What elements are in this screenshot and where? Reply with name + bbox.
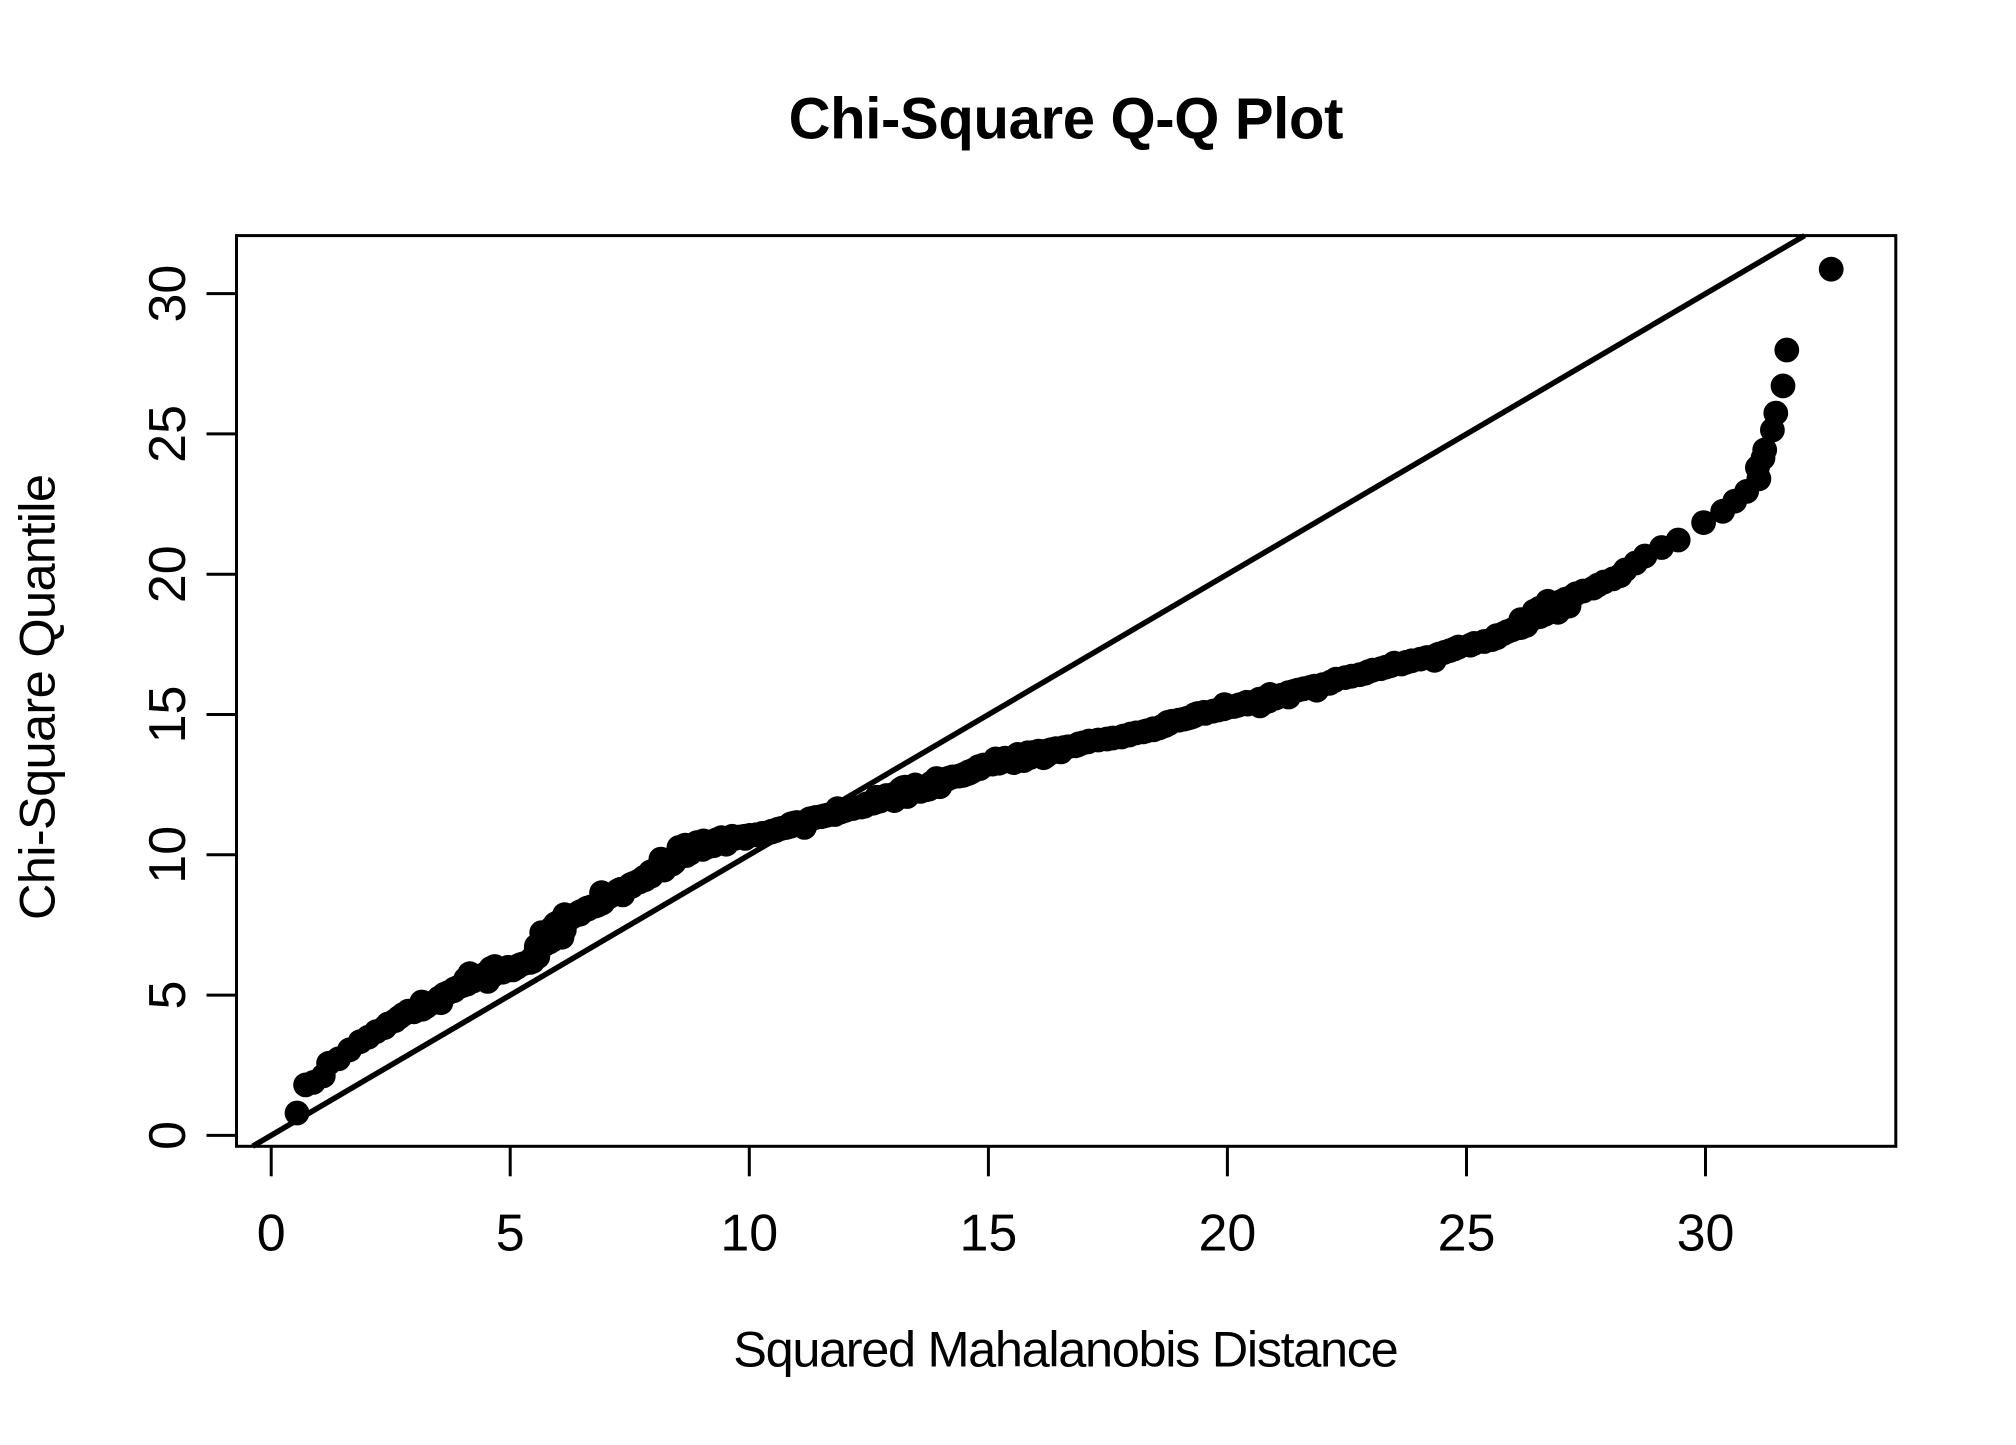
svg-text:10: 10	[139, 826, 197, 884]
svg-text:20: 20	[1198, 1205, 1256, 1263]
svg-text:5: 5	[496, 1205, 525, 1263]
svg-text:5: 5	[139, 981, 197, 1010]
svg-text:15: 15	[139, 686, 197, 744]
svg-text:30: 30	[1677, 1205, 1735, 1263]
svg-text:Chi-Square Quantile: Chi-Square Quantile	[9, 474, 66, 920]
svg-text:15: 15	[959, 1205, 1017, 1263]
svg-text:0: 0	[139, 1121, 197, 1150]
svg-text:Squared Mahalanobis Distance: Squared Mahalanobis Distance	[733, 1321, 1399, 1378]
svg-text:20: 20	[139, 545, 197, 603]
svg-text:0: 0	[257, 1205, 286, 1263]
svg-text:Chi-Square Q-Q Plot: Chi-Square Q-Q Plot	[789, 87, 1344, 152]
svg-text:10: 10	[720, 1205, 778, 1263]
svg-text:25: 25	[1438, 1205, 1496, 1263]
svg-text:30: 30	[139, 265, 197, 323]
svg-text:25: 25	[139, 405, 197, 463]
